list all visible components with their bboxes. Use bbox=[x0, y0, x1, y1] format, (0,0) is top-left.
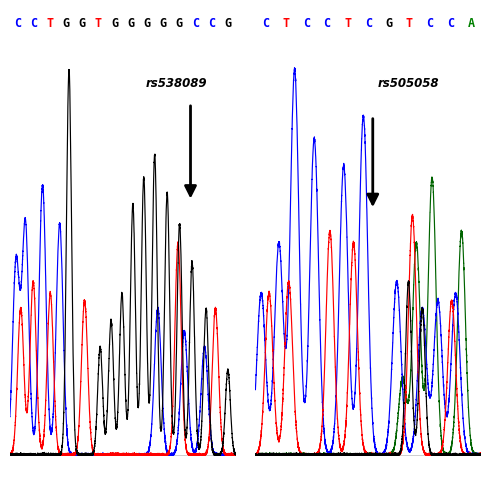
Text: A: A bbox=[467, 17, 474, 30]
Text: T: T bbox=[344, 17, 351, 30]
Text: T: T bbox=[95, 17, 102, 30]
Text: C: C bbox=[365, 17, 372, 30]
Text: rs538089: rs538089 bbox=[145, 77, 207, 90]
Text: G: G bbox=[79, 17, 86, 30]
Text: G: G bbox=[160, 17, 166, 30]
Text: G: G bbox=[127, 17, 135, 30]
Text: G: G bbox=[224, 17, 231, 30]
Text: G: G bbox=[385, 17, 392, 30]
Text: G: G bbox=[176, 17, 183, 30]
Text: C: C bbox=[30, 17, 38, 30]
Text: C: C bbox=[303, 17, 310, 30]
Text: T: T bbox=[47, 17, 54, 30]
Text: C: C bbox=[192, 17, 199, 30]
Text: C: C bbox=[426, 17, 434, 30]
Text: T: T bbox=[282, 17, 290, 30]
Text: C: C bbox=[14, 17, 22, 30]
Text: G: G bbox=[143, 17, 151, 30]
Text: rs505058: rs505058 bbox=[377, 77, 439, 90]
Text: T: T bbox=[406, 17, 413, 30]
Text: C: C bbox=[324, 17, 331, 30]
Text: G: G bbox=[63, 17, 70, 30]
Text: G: G bbox=[111, 17, 118, 30]
Text: C: C bbox=[262, 17, 269, 30]
Text: C: C bbox=[208, 17, 215, 30]
Text: C: C bbox=[447, 17, 454, 30]
